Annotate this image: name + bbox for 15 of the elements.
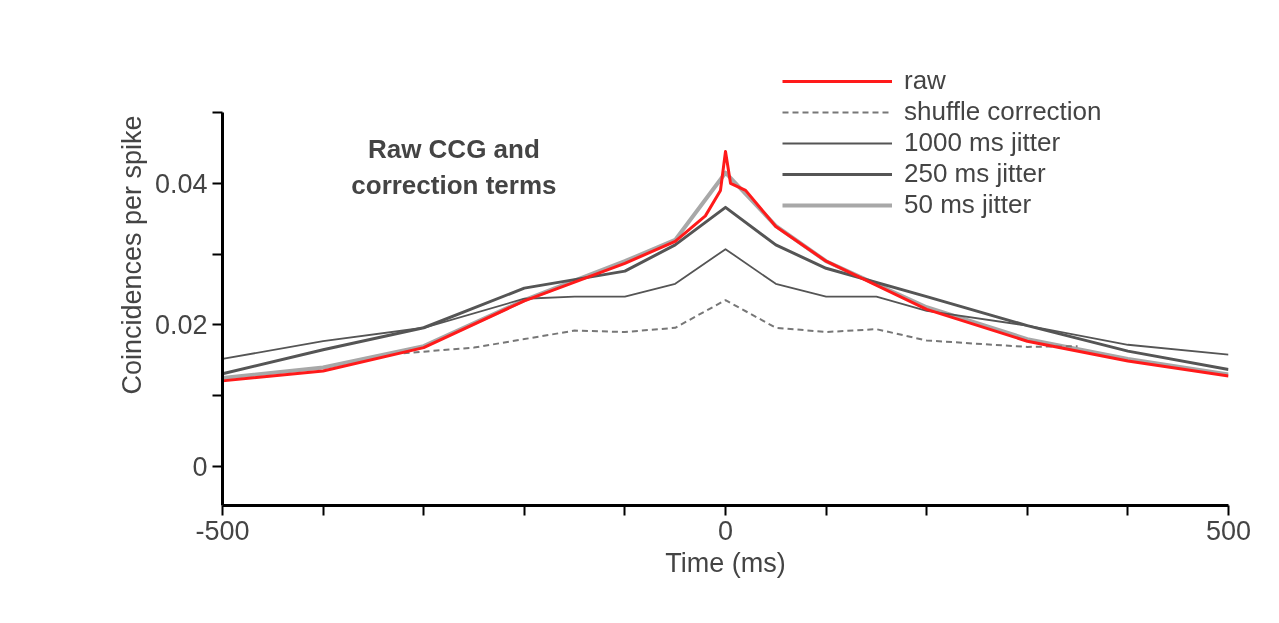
legend-label: shuffle correction: [904, 96, 1102, 127]
legend-label: raw: [904, 65, 946, 96]
x-tick-label: 0: [717, 515, 734, 546]
y-tick-label: 0: [192, 452, 208, 483]
y-tick-label: 0.04: [154, 168, 208, 199]
y-axis-title: Coincidences per spike: [116, 115, 147, 395]
x-tick-label: 500: [1205, 515, 1252, 546]
x-tick-label: -500: [195, 515, 250, 546]
legend-label: 50 ms jitter: [904, 189, 1032, 220]
legend-label: 250 ms jitter: [904, 158, 1046, 189]
legend-label: 1000 ms jitter: [904, 127, 1061, 158]
line-series: [402, 299, 1079, 355]
x-axis-title: Time (ms): [665, 547, 786, 578]
text: Raw CCG and correction terms: [351, 133, 557, 200]
y-tick-label: 0.02: [154, 310, 208, 341]
